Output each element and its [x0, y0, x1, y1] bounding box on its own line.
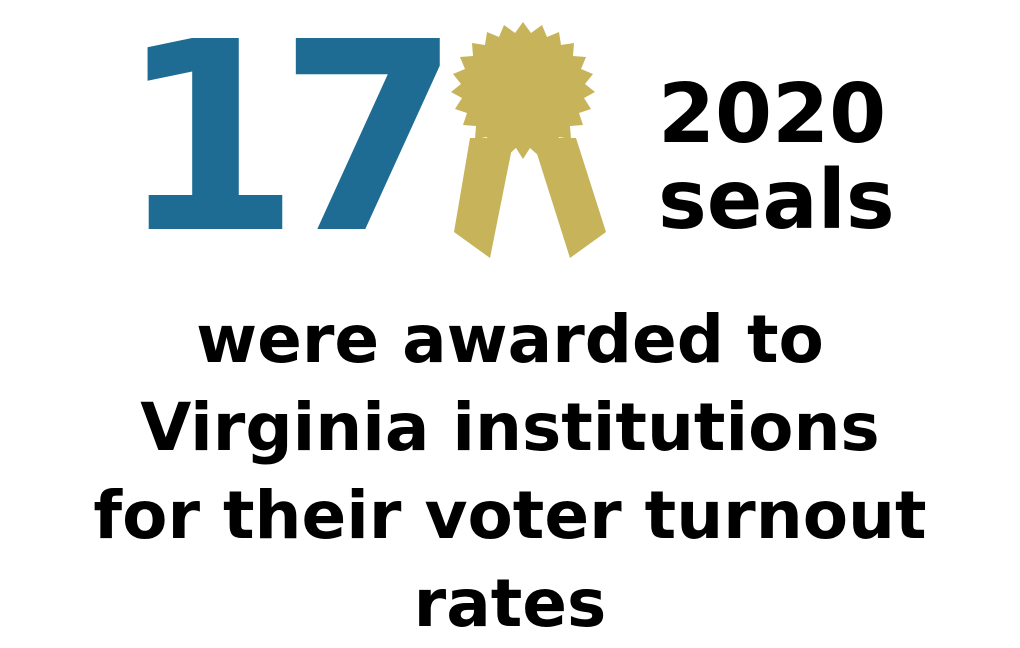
caption-line-1: were awarded to [196, 301, 824, 378]
caption-line-2: Virginia institutions [140, 389, 880, 466]
ribbon-tail-right [532, 138, 606, 258]
caption-text: were awarded to Virginia institutions fo… [0, 296, 1020, 648]
ribbon-tail-left [454, 138, 514, 258]
seal-count: 17 [118, 0, 461, 291]
unit-label: seals [658, 153, 895, 248]
caption-line-3: for their voter turnout [93, 477, 927, 554]
caption-line-4: rates [413, 565, 607, 642]
award-ribbon-icon [451, 22, 606, 258]
year-value: 2020 [658, 67, 887, 162]
year-label: 2020 seals [658, 72, 895, 244]
headline-row: 17 2020 seals [0, 0, 1020, 290]
seal-starburst [451, 22, 595, 159]
